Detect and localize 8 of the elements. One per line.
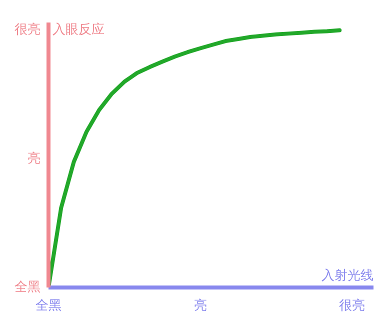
y-axis-title: 入眼反应 xyxy=(52,22,104,38)
x-axis-title: 入射光线 xyxy=(322,268,374,284)
x-tick-label: 很亮 xyxy=(339,298,366,314)
x-tick-label: 亮 xyxy=(194,298,207,314)
text: 全黑 xyxy=(14,280,40,295)
text: 很亮 xyxy=(14,22,40,38)
text: 亮 xyxy=(28,150,40,166)
x-tick-label: 全黑 xyxy=(36,298,62,314)
